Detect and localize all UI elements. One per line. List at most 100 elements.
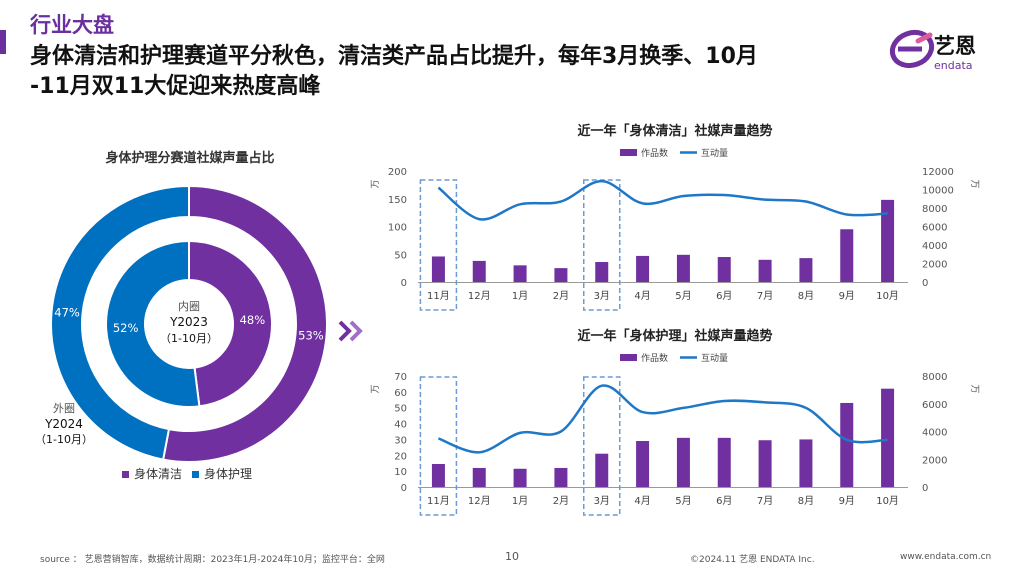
chart2-highlight-box-0 (419, 376, 458, 516)
chart1-right-tick-5: 10000 (922, 186, 954, 197)
chart1-right-unit: 万 (969, 179, 979, 188)
legend-label-care: 身体护理 (204, 466, 252, 481)
donut-center-period: Y2023 (169, 315, 208, 329)
outer-ring-period: Y2024 (44, 417, 83, 431)
chart1-right-tick-1: 2000 (922, 260, 947, 271)
chart1-left-tick-2: 100 (388, 223, 407, 234)
chart2-category-9: 8月 (798, 495, 814, 507)
footer-source: source ： 艺恩营销智库，数据统计周期：2023年1月-2024年10月；… (40, 555, 385, 565)
chart1-right-tick-2: 4000 (922, 241, 947, 252)
chart2-bar-4 (595, 453, 609, 487)
chart1-bar-11 (881, 199, 895, 282)
chart2-line-series (437, 384, 888, 454)
chart1-category-6: 5月 (675, 290, 691, 302)
chart1-category-10: 9月 (839, 290, 855, 302)
chart1-bar-10 (840, 229, 854, 282)
footer-website: www.endata.com.cn (900, 552, 992, 562)
chart2-category-10: 9月 (839, 495, 855, 507)
chart1-highlight-box-0 (419, 179, 458, 311)
chart2-category-6: 5月 (675, 495, 691, 507)
chart1-category-11: 10月 (876, 290, 899, 302)
chart2-category-3: 2月 (553, 495, 569, 507)
chart2-left-unit: 万 (371, 384, 381, 393)
chart2-right-tick-4: 8000 (922, 372, 947, 383)
chart1-category-8: 7月 (757, 290, 773, 302)
chart2-bar-3 (554, 467, 568, 487)
chart2-bar-6 (676, 437, 690, 487)
chart1-category-9: 8月 (798, 290, 814, 302)
chart1-category-2: 1月 (512, 290, 528, 302)
outer-ring-slice-label-1: 47% (54, 305, 80, 319)
chart1-right-tick-6: 12000 (922, 167, 954, 178)
outer-ring-range: （1-10月） (35, 433, 93, 446)
donut-chart: 身体护理分赛道社媒声量占比 53% 47% 48% 52% 内圈 Y2023 （1-1… (35, 150, 328, 481)
headline-line-2: -11月双11大促迎来热度高峰 (30, 74, 321, 99)
chart2-category-11: 10月 (876, 495, 899, 507)
logo-text: 艺恩 (934, 34, 976, 58)
outer-ring-label: 外圈 (53, 402, 75, 415)
outer-ring-slice-0 (161, 184, 328, 463)
chart1-bar-4 (595, 262, 609, 282)
footer-copyright: ©2024.11 艺恩 ENDATA Inc. (690, 555, 815, 565)
chart1-right-tick-0: 0 (922, 278, 928, 289)
legend-swatch-clean (122, 471, 129, 478)
chart1-category-1: 12月 (468, 290, 491, 302)
inner-ring-slice-label-0: 48% (240, 313, 266, 327)
chart2-left-tick-2: 20 (394, 451, 407, 462)
chart1-left-tick-4: 200 (388, 167, 407, 178)
chart2-bar-11 (881, 388, 895, 487)
headline-line-1: 身体清洁和护理赛道平分秋色，清洁类产品占比提升，每年3月换季、10月 (30, 44, 758, 69)
section-title: 行业大盘 (30, 13, 114, 37)
chart2-bar-5 (636, 441, 650, 487)
chart2-right-tick-0: 0 (922, 483, 928, 494)
chart1-right-tick-3: 6000 (922, 223, 947, 234)
chart1-left-tick-0: 0 (401, 278, 407, 289)
chart2-category-1: 12月 (468, 495, 491, 507)
chart2-bar-0 (431, 464, 445, 487)
chart1-right-tick-4: 8000 (922, 204, 947, 215)
endata-logo: 艺恩 endata (889, 29, 976, 72)
chart1-category-5: 4月 (634, 290, 650, 302)
outer-ring-slice-label-0: 53% (298, 329, 324, 343)
chart1-bar-2 (513, 265, 527, 282)
chart2-left-tick-1: 10 (394, 467, 407, 478)
page-number: 10 (505, 550, 519, 563)
chart2-left-tick-3: 30 (394, 435, 407, 446)
chart2-right-unit: 万 (969, 384, 979, 393)
chart2-category-4: 3月 (594, 495, 610, 507)
chart2-left-tick-0: 0 (401, 483, 407, 494)
chart2-right-tick-1: 2000 (922, 455, 947, 466)
chart1-title: 近一年「身体清洁」社媒声量趋势 (577, 123, 772, 139)
inner-ring-slice-label-1: 52% (113, 321, 139, 335)
chart1-bar-0 (431, 256, 445, 282)
chart2-highlight-box-1 (583, 376, 621, 516)
chart1-category-0: 11月 (427, 290, 450, 302)
chart1-category-7: 6月 (716, 290, 732, 302)
chart2-left-tick-6: 60 (394, 388, 407, 399)
donut-center-label: 内圈 (178, 299, 200, 313)
logo-mark-icon (889, 29, 935, 69)
outer-ring-slice-1 (50, 184, 190, 461)
chart2-category-5: 4月 (634, 495, 650, 507)
chart2-bar-2 (513, 468, 527, 487)
chart1-bar-9 (799, 258, 813, 282)
chart1-left-tick-1: 50 (394, 250, 407, 261)
chart2-left-tick-5: 50 (394, 404, 407, 415)
chart1-left-unit: 万 (371, 179, 381, 188)
chart2-bar-9 (799, 439, 813, 487)
chart2-right-tick-3: 6000 (922, 400, 947, 411)
chart1-bar-1 (472, 260, 486, 282)
chart2-bar-1 (472, 467, 486, 487)
chart1-legend-line-label: 互动量 (701, 148, 728, 159)
chart1-category-3: 2月 (553, 290, 569, 302)
chart1-legend-bar-label: 作品数 (641, 147, 668, 159)
donut-hole (145, 280, 233, 368)
chart2-bar-8 (758, 440, 772, 487)
chart1-bar-7 (717, 257, 731, 282)
double-chevron-icon (338, 320, 363, 342)
chart2-bar-10 (840, 402, 854, 487)
logo-subtext: endata (934, 59, 973, 72)
chart2-title: 近一年「身体护理」社媒声量趋势 (577, 328, 772, 344)
